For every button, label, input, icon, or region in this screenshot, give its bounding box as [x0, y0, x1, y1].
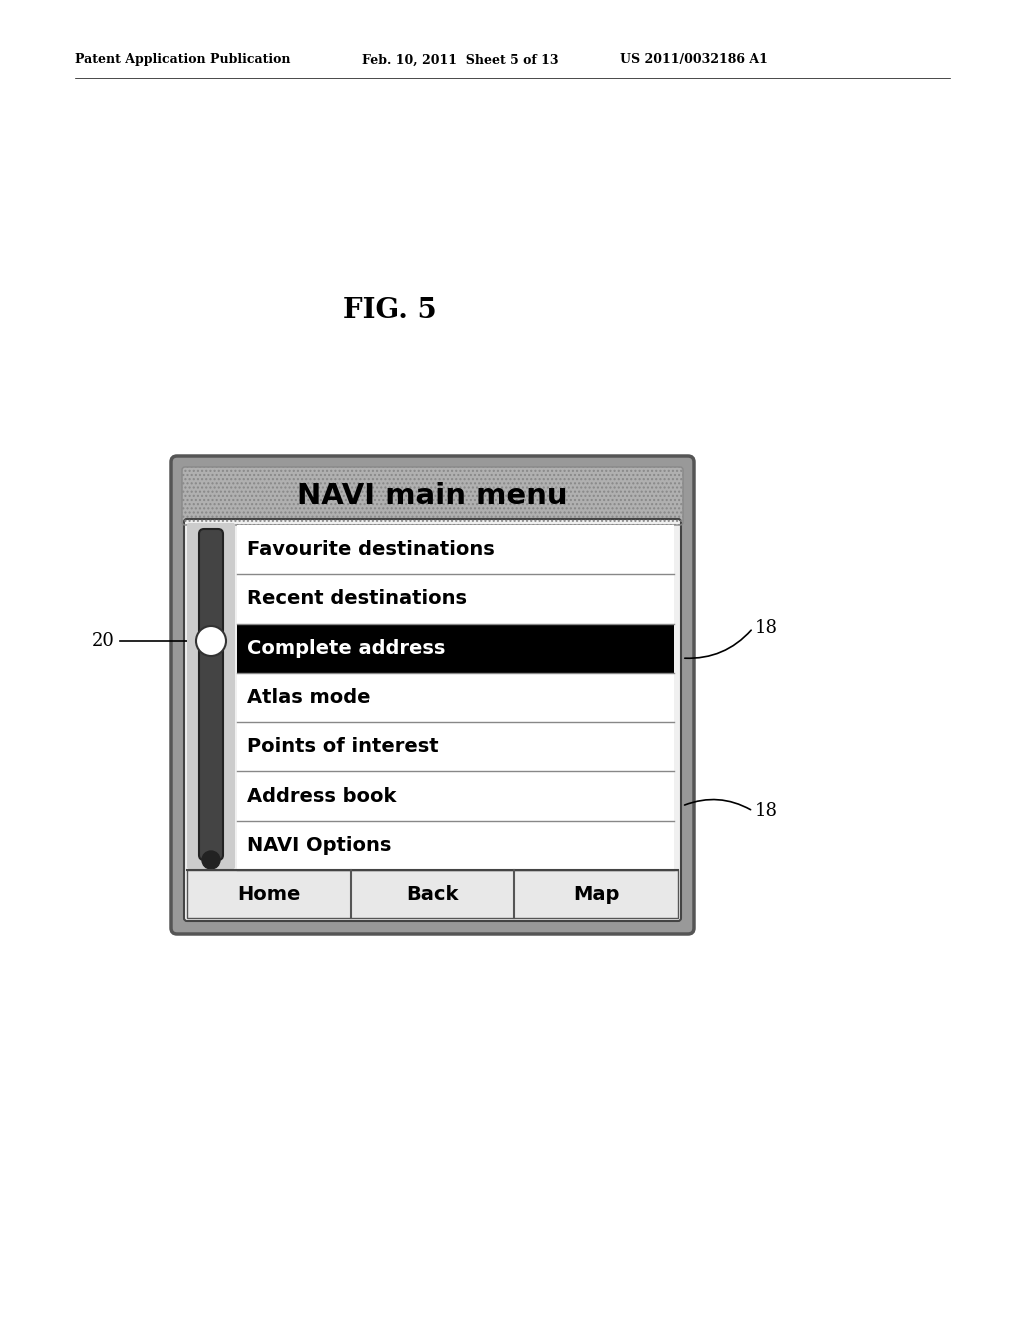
FancyArrowPatch shape	[685, 630, 752, 659]
Text: Points of interest: Points of interest	[247, 738, 438, 756]
Text: Address book: Address book	[247, 787, 396, 805]
Text: Home: Home	[238, 884, 300, 903]
Bar	[237, 525, 674, 574]
Text: Atlas mode: Atlas mode	[247, 688, 371, 708]
Bar	[237, 821, 674, 870]
Circle shape	[196, 626, 226, 656]
FancyBboxPatch shape	[171, 455, 694, 935]
FancyBboxPatch shape	[182, 467, 683, 525]
Text: NAVI Options: NAVI Options	[247, 836, 391, 855]
FancyArrowPatch shape	[685, 800, 751, 809]
Text: US 2011/0032186 A1: US 2011/0032186 A1	[620, 54, 768, 66]
FancyBboxPatch shape	[187, 523, 234, 869]
Text: Back: Back	[407, 884, 459, 903]
Text: Complete address: Complete address	[247, 639, 445, 657]
Bar	[237, 722, 674, 771]
Text: 18: 18	[755, 803, 778, 820]
Text: Patent Application Publication: Patent Application Publication	[75, 54, 291, 66]
Bar	[187, 870, 678, 917]
Bar	[237, 673, 674, 722]
Bar	[237, 623, 674, 673]
Text: Map: Map	[573, 884, 620, 903]
Circle shape	[202, 851, 220, 869]
Text: Recent destinations: Recent destinations	[247, 590, 467, 609]
Text: FIG. 5: FIG. 5	[343, 297, 437, 323]
Text: 18: 18	[755, 619, 778, 638]
FancyBboxPatch shape	[184, 519, 681, 921]
Text: NAVI main menu: NAVI main menu	[297, 482, 568, 510]
Text: Feb. 10, 2011  Sheet 5 of 13: Feb. 10, 2011 Sheet 5 of 13	[362, 54, 558, 66]
Bar	[237, 574, 674, 623]
FancyBboxPatch shape	[199, 529, 223, 861]
Text: 20: 20	[92, 632, 115, 649]
Text: Favourite destinations: Favourite destinations	[247, 540, 495, 560]
Bar	[237, 771, 674, 821]
